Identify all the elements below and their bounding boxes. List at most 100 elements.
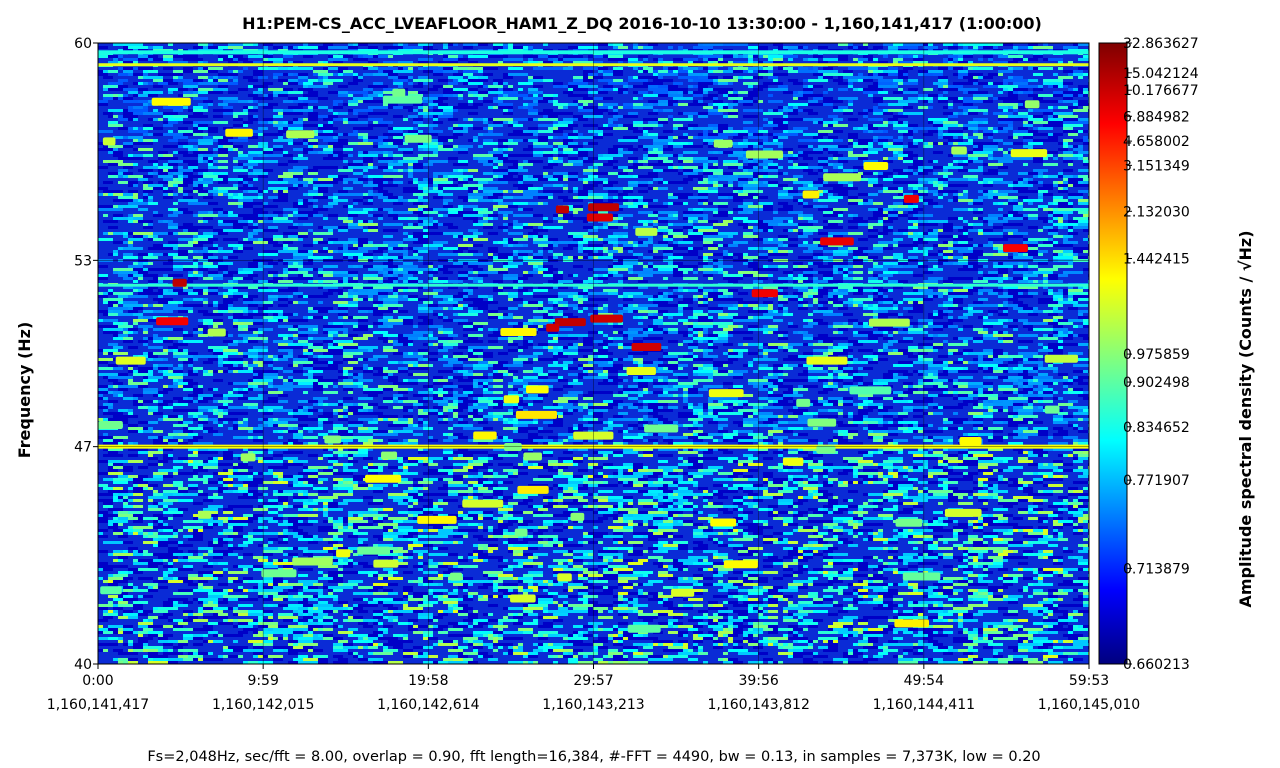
heatmap-cell — [563, 199, 573, 202]
heatmap-cell — [453, 130, 468, 133]
heatmap-cell — [343, 160, 348, 163]
heatmap-cell — [113, 241, 123, 244]
heatmap-cell — [233, 145, 243, 148]
heatmap-cell — [548, 178, 563, 181]
heatmap-cell — [358, 238, 368, 241]
heatmap-cell — [928, 94, 938, 97]
heatmap-cell — [943, 253, 953, 256]
heatmap-cell — [798, 163, 808, 166]
heatmap-cell — [448, 208, 463, 211]
heatmap-cell — [1018, 103, 1023, 106]
heatmap-cell — [698, 85, 708, 88]
heatmap-cell — [1078, 202, 1089, 205]
heatmap-cell — [623, 226, 628, 229]
heatmap-cell — [373, 274, 378, 277]
heatmap-cell — [868, 76, 873, 79]
heatmap-cell — [163, 73, 173, 76]
heatmap-cell — [728, 244, 738, 247]
heatmap-cell — [628, 241, 633, 244]
heatmap-cell — [583, 187, 593, 190]
heatmap-cell — [718, 244, 723, 247]
heatmap-cell — [763, 67, 773, 70]
heatmap-cell — [853, 217, 863, 220]
heatmap-cell — [408, 76, 413, 79]
heatmap-cell — [783, 205, 793, 208]
heatmap-cell — [223, 274, 233, 277]
heatmap-cell — [858, 202, 863, 205]
heatmap-cell — [703, 238, 723, 241]
heatmap-cell — [1053, 73, 1058, 76]
heatmap-cell — [923, 271, 933, 274]
heatmap-cell — [253, 91, 263, 94]
heatmap-cell — [963, 220, 968, 223]
heatmap-cell — [1073, 184, 1083, 187]
heatmap-cell — [468, 67, 483, 70]
heatmap-cell — [958, 142, 973, 145]
heatmap-cell — [388, 277, 398, 280]
heatmap-cell — [1053, 214, 1063, 217]
heatmap-cell — [943, 169, 948, 172]
heatmap-cell — [318, 115, 328, 118]
heatmap-cell — [213, 91, 223, 94]
heatmap-cell — [468, 217, 478, 220]
heatmap-cell — [828, 220, 843, 223]
heatmap-cell — [693, 127, 713, 130]
heatmap-cell — [1038, 190, 1048, 193]
heatmap-cell — [778, 190, 788, 193]
heatmap-cell — [903, 91, 918, 94]
heatmap-cell — [113, 43, 128, 46]
heatmap-cell — [503, 265, 518, 268]
heatmap-cell — [418, 154, 438, 157]
heatmap-cell — [663, 154, 673, 157]
heatmap-cell — [183, 82, 198, 85]
heatmap-cell — [948, 97, 958, 100]
heatmap-cell — [643, 256, 653, 259]
heatmap-cell — [448, 226, 458, 229]
heatmap-cell — [278, 250, 298, 253]
heatmap-cell — [1053, 199, 1068, 202]
heatmap-cell — [508, 103, 513, 106]
heatmap-cell — [743, 220, 763, 223]
heatmap-cell — [408, 187, 418, 190]
heatmap-cell — [493, 100, 503, 103]
heatmap-cell — [973, 265, 983, 268]
heatmap-cell — [628, 58, 638, 61]
heatmap-cell — [618, 250, 623, 253]
heatmap-cell — [343, 148, 353, 151]
heatmap-cell — [733, 217, 748, 220]
heatmap-cell — [368, 106, 388, 109]
heatmap-cell — [673, 274, 683, 277]
heatmap-cell — [653, 220, 658, 223]
heatmap-cell — [308, 112, 318, 115]
heatmap-cell — [208, 202, 218, 205]
heatmap-cell — [868, 223, 883, 226]
heatmap-cell — [803, 250, 813, 253]
heatmap-cell — [743, 148, 753, 151]
heatmap-cell — [278, 196, 288, 199]
heatmap-cell — [678, 196, 688, 199]
heatmap-cell — [1028, 94, 1038, 97]
heatmap-cell — [718, 265, 733, 268]
heatmap-cell — [623, 262, 643, 265]
heatmap-cell — [703, 181, 708, 184]
heatmap-cell — [878, 91, 888, 94]
heatmap-cell — [908, 145, 918, 148]
heatmap-cell — [698, 115, 708, 118]
heatmap-cell — [938, 97, 948, 100]
heatmap-cell — [618, 166, 633, 169]
heatmap-cell — [1018, 112, 1028, 115]
heatmap-cell — [698, 190, 718, 193]
heatmap-cell — [798, 187, 818, 190]
heatmap-cell — [263, 190, 268, 193]
heatmap-cell — [428, 43, 433, 46]
heatmap-cell — [738, 211, 748, 214]
heatmap-cell — [758, 130, 768, 133]
heatmap-cell — [653, 148, 658, 151]
heatmap-cell — [1068, 181, 1078, 184]
heatmap-cell — [468, 199, 478, 202]
heatmap-cell — [1073, 175, 1078, 178]
heatmap-cell — [693, 208, 703, 211]
heatmap-cell — [808, 85, 813, 88]
heatmap-cell — [533, 94, 538, 97]
heatmap-cell — [1033, 73, 1043, 76]
